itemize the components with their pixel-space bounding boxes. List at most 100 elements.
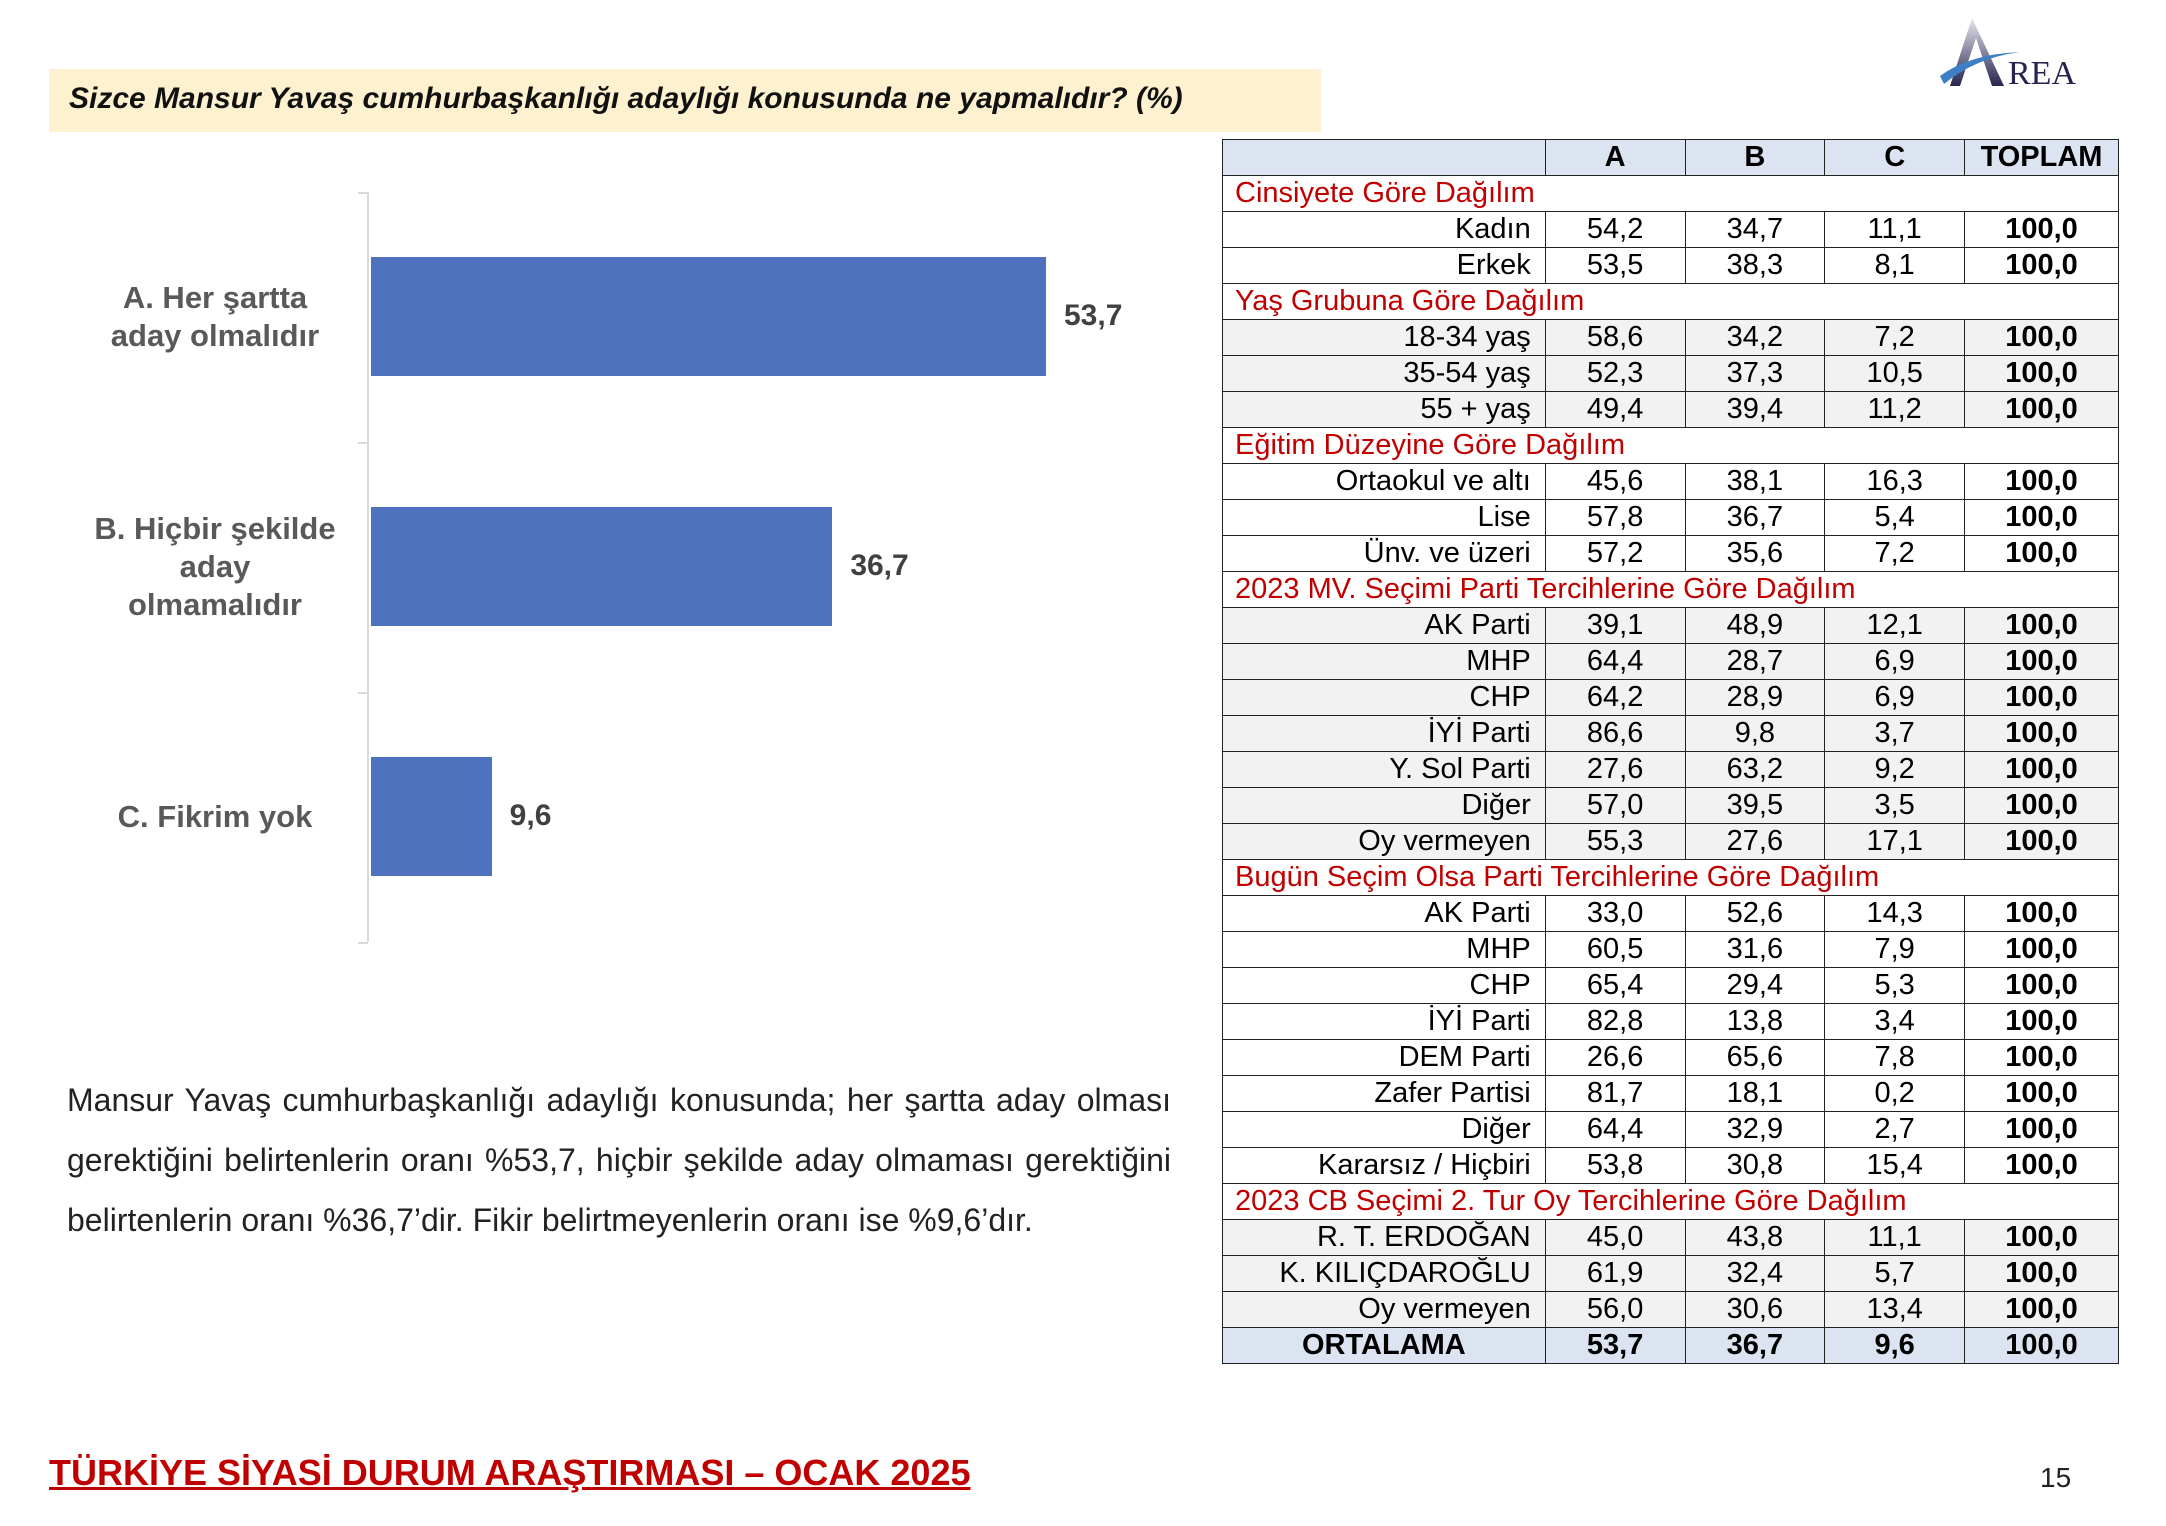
cell-value: 5,4 (1824, 499, 1966, 536)
category-label-line: A. Her şartta (122, 279, 308, 315)
cell-value: 86,6 (1544, 715, 1686, 752)
cell-value: 5,3 (1824, 967, 1966, 1004)
category-label: B. Hiçbir şekilde aday olmamalıdır (70, 510, 360, 624)
cell-value: 34,7 (1684, 211, 1826, 248)
cell-value: 7,2 (1824, 319, 1966, 356)
row-label: Erkek (1222, 247, 1546, 284)
cell-value: 63,2 (1684, 751, 1826, 788)
cell-value: 12,1 (1824, 607, 1966, 644)
table-row: CHP 64,2 28,9 6,9 100,0 (1222, 679, 2119, 716)
cell-value: 45,6 (1544, 463, 1686, 500)
cell-value: 52,6 (1684, 895, 1826, 932)
cell-value: 100,0 (1964, 1255, 2119, 1292)
row-label: Y. Sol Parti (1222, 751, 1546, 788)
bar-b (371, 507, 833, 626)
row-label: MHP (1222, 643, 1546, 680)
cell-value: 17,1 (1824, 823, 1966, 860)
cell-value: 100,0 (1964, 967, 2119, 1004)
cell-value: 100,0 (1964, 643, 2119, 680)
table-header-row: A B C TOPLAM (1222, 139, 2119, 176)
value-label: 9,6 (509, 798, 552, 832)
cell-value: 64,4 (1544, 643, 1686, 680)
bar-c (371, 757, 492, 876)
table-row: Zafer Partisi 81,7 18,1 0,2 100,0 (1222, 1075, 2119, 1112)
category-label-line: aday olmalıdır (110, 317, 320, 353)
category-label: A. Her şartta aday olmalıdır (70, 279, 360, 355)
cell-value: 100,0 (1964, 247, 2119, 284)
section-row: Yaş Grubuna Göre Dağılım (1222, 283, 2119, 320)
cell-value: 34,2 (1684, 319, 1826, 356)
cell-value: 52,3 (1544, 355, 1686, 392)
cell-value: 28,7 (1684, 643, 1826, 680)
cell-value: 28,9 (1684, 679, 1826, 716)
table-row: Diğer 64,4 32,9 2,7 100,0 (1222, 1111, 2119, 1148)
cell-value: 35,6 (1684, 535, 1826, 572)
row-label: DEM Parti (1222, 1039, 1546, 1076)
row-label: MHP (1222, 931, 1546, 968)
cell-value: 100,0 (1964, 535, 2119, 572)
table-row: Kararsız / Hiçbiri 53,8 30,8 15,4 100,0 (1222, 1147, 2119, 1184)
cell-value: 100,0 (1964, 1111, 2119, 1148)
cell-value: 29,4 (1684, 967, 1826, 1004)
page-number: 15 (2040, 1462, 2072, 1493)
cell-value: 65,6 (1684, 1039, 1826, 1076)
table-row: Oy vermeyen 55,3 27,6 17,1 100,0 (1222, 823, 2119, 860)
cell-value: 53,7 (1544, 1327, 1686, 1364)
cell-value: 7,9 (1824, 931, 1966, 968)
row-label: Lise (1222, 499, 1546, 536)
category-label-line: aday (179, 548, 251, 584)
cell-value: 48,9 (1684, 607, 1826, 644)
row-label: Kadın (1222, 211, 1546, 248)
cell-value: 36,7 (1684, 499, 1826, 536)
cell-value: 5,7 (1824, 1255, 1966, 1292)
cell-value: 3,4 (1824, 1003, 1966, 1040)
row-label: R. T. ERDOĞAN (1222, 1219, 1546, 1256)
cell-value: 56,0 (1544, 1291, 1686, 1328)
cell-value: 100,0 (1964, 715, 2119, 752)
bar-chart: 53,7 A. Her şartta aday olmalıdır 36,7 B. Hi… (0, 0, 1200, 1000)
row-label: AK Parti (1222, 607, 1546, 644)
axis-tick (358, 442, 368, 444)
cell-value: 100,0 (1964, 607, 2119, 644)
cell-value: 13,8 (1684, 1003, 1826, 1040)
row-label: İYİ Parti (1222, 715, 1546, 752)
cell-value: 39,5 (1684, 787, 1826, 824)
cell-value: 100,0 (1964, 679, 2119, 716)
table-row: İYİ Parti 86,6 9,8 3,7 100,0 (1222, 715, 2119, 752)
cell-value: 54,2 (1544, 211, 1686, 248)
section-title: Cinsiyete Göre Dağılım (1222, 175, 2119, 212)
cell-value: 11,1 (1824, 211, 1966, 248)
section-title: Bugün Seçim Olsa Parti Tercihlerine Göre… (1222, 859, 2119, 896)
row-label: AK Parti (1222, 895, 1546, 932)
cell-value: 100,0 (1964, 1003, 2119, 1040)
cell-value: 37,3 (1684, 355, 1826, 392)
cell-value: 3,5 (1824, 787, 1966, 824)
cell-value: 55,3 (1544, 823, 1686, 860)
cell-value: 57,2 (1544, 535, 1686, 572)
cell-value: 100,0 (1964, 1291, 2119, 1328)
cell-value: 2,7 (1824, 1111, 1966, 1148)
cell-value: 100,0 (1964, 1039, 2119, 1076)
row-label: Kararsız / Hiçbiri (1222, 1147, 1546, 1184)
row-label: ORTALAMA (1222, 1327, 1546, 1364)
cell-value: 16,3 (1824, 463, 1966, 500)
cell-value: 39,1 (1544, 607, 1686, 644)
axis-tick (358, 942, 368, 944)
cell-value: 6,9 (1824, 643, 1966, 680)
table-row: Kadın 54,2 34,7 11,1 100,0 (1222, 211, 2119, 248)
section-row: 2023 MV. Seçimi Parti Tercihlerine Göre … (1222, 571, 2119, 608)
cell-value: 100,0 (1964, 787, 2119, 824)
column-header: A (1544, 139, 1686, 176)
table-row: Erkek 53,5 38,3 8,1 100,0 (1222, 247, 2119, 284)
row-label: Ünv. ve üzeri (1222, 535, 1546, 572)
cell-value: 100,0 (1964, 463, 2119, 500)
cell-value: 100,0 (1964, 391, 2119, 428)
row-label: 18-34 yaş (1222, 319, 1546, 356)
row-label: 55 + yaş (1222, 391, 1546, 428)
cell-value: 60,5 (1544, 931, 1686, 968)
title-banner: Sizce Mansur Yavaş cumhurbaşkanlığı aday… (49, 69, 1321, 132)
axis-tick (358, 692, 368, 694)
value-label: 53,7 (1064, 298, 1123, 332)
table-row: MHP 60,5 31,6 7,9 100,0 (1222, 931, 2119, 968)
section-title: Eğitim Düzeyine Göre Dağılım (1222, 427, 2119, 464)
